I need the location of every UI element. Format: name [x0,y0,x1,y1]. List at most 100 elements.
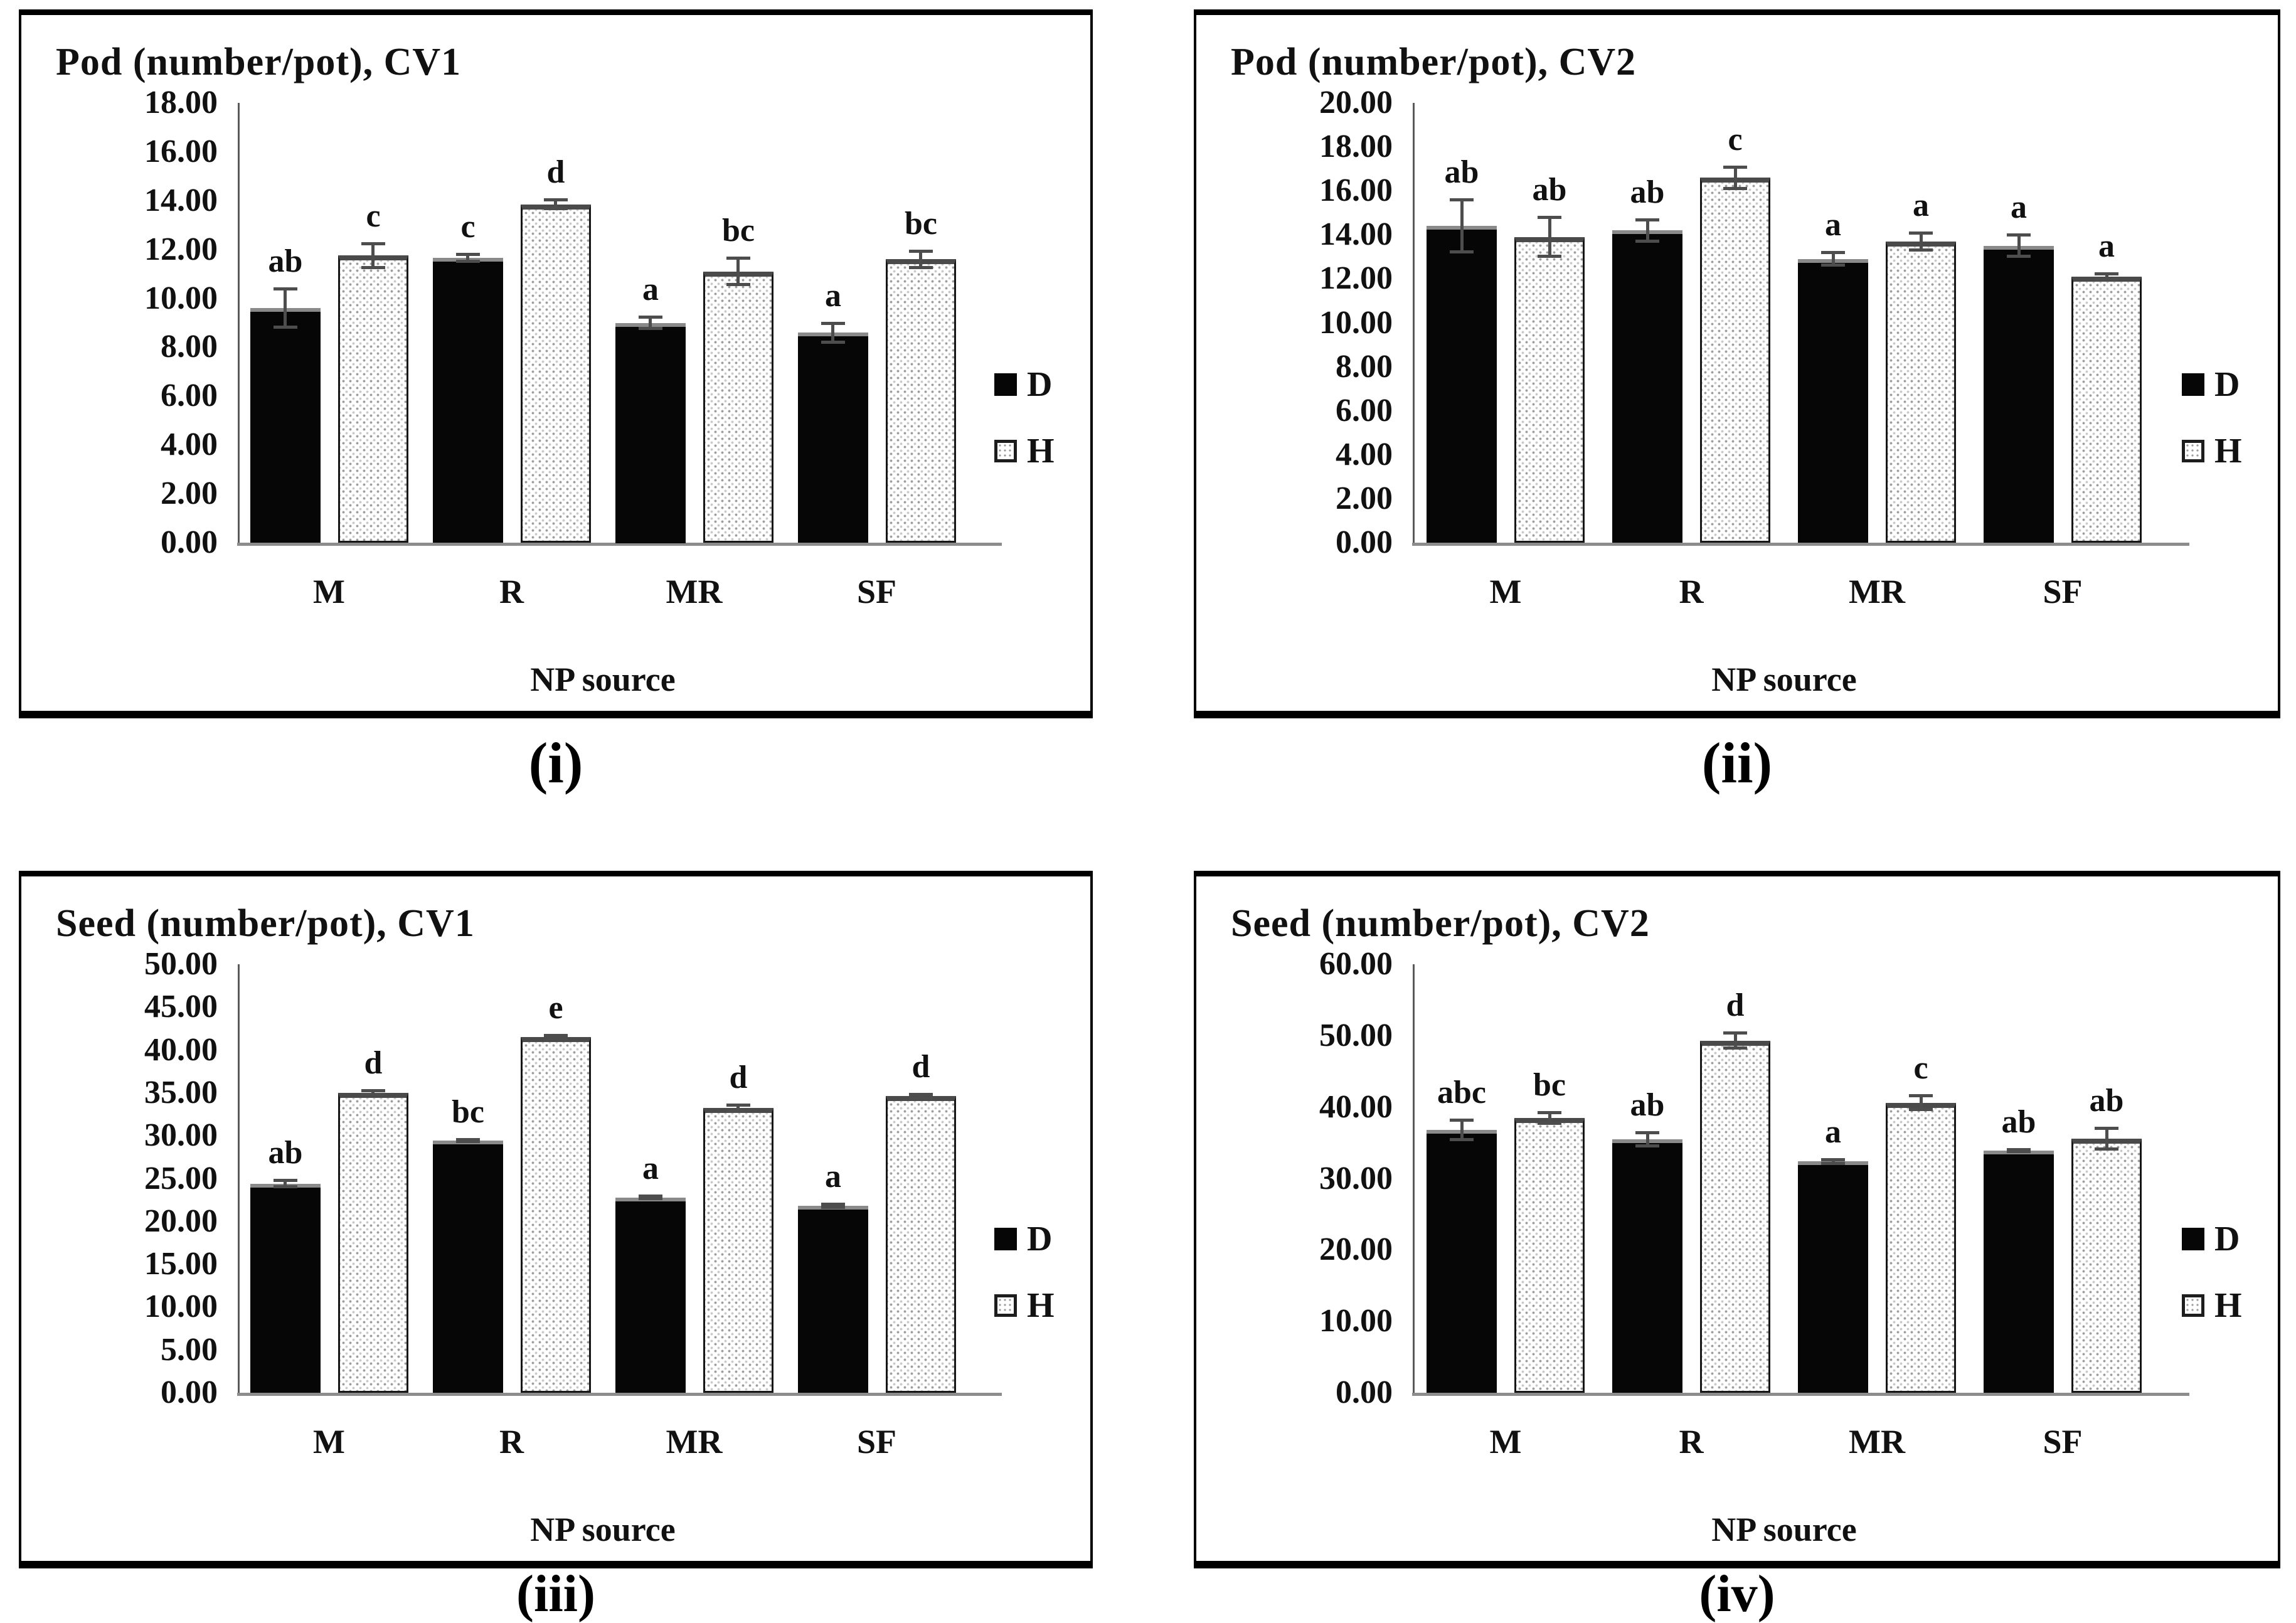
x-axis-line [1412,543,2189,546]
error-bar-cap-bottom [456,260,480,263]
error-bar-cap-bottom [1450,250,1474,253]
error-bar-H-R [1734,1033,1737,1048]
legend-label-D: D [2214,1220,2240,1258]
y-tick-label: 20.00 [1319,1232,1393,1267]
legend-swatch-dotted-h [994,1294,1017,1317]
error-bar-cap-top [1538,1111,1561,1114]
error-bar-H-M [1548,1112,1551,1124]
x-tick-label-R: R [499,573,524,610]
x-axis-line [237,543,1002,546]
significance-letter-H-MR: c [1913,1050,1928,1086]
legend-swatch-dotted-h [2182,440,2204,462]
y-tick-label: 2.00 [161,476,218,511]
significance-letter-D-MR: a [642,272,659,307]
error-bar-cap-bottom [1909,1108,1933,1111]
error-bar-H-MR [736,1105,740,1112]
significance-letter-H-R: e [548,990,563,1026]
error-bar-cap-top [821,1203,845,1206]
error-bar-H-R [1734,167,1737,189]
x-tick-label-MR: MR [666,1423,723,1461]
error-bar-D-R [466,254,469,262]
bar-H-SF [886,259,956,543]
error-bar-cap-bottom [639,1197,662,1200]
error-bar-D-M [284,289,287,327]
legend-label-D: D [1027,1220,1053,1258]
error-bar-cap-bottom [274,1185,297,1188]
y-axis-line [1413,103,1415,543]
error-bar-D-MR [1832,1159,1835,1164]
legend-swatch-dotted-h [2182,1294,2204,1317]
y-tick-label: 12.00 [1319,260,1393,296]
error-bar-H-SF [2105,1128,2108,1149]
error-bar-cap-bottom [726,1110,750,1113]
y-axis-line [1413,964,1415,1393]
legend-item-H: H [994,1288,1055,1323]
x-tick-label-MR: MR [1849,573,1905,610]
error-bar-cap-bottom [2007,255,2031,258]
chart-panel-1: Pod (number/pot), CV1 0.00 2.00 4.00 6.00 8.0… [19,9,1093,718]
chart-panel-2: Pod (number/pot), CV2 0.00 2.00 4.00 6.00 8.0… [1194,9,2280,718]
error-bar-H-R [554,200,557,210]
bar-D-R [1612,230,1682,543]
bar-H-R [521,205,591,543]
y-tick-label: 20.00 [1319,85,1393,120]
error-bar-cap-top [1450,1119,1474,1122]
bar-D-SF [1984,246,2054,543]
error-bar-cap-bottom [1909,248,1933,252]
legend-item-H: H [2182,1288,2242,1323]
x-tick-label-R: R [499,1423,524,1461]
error-bar-cap-top [909,1093,933,1096]
error-bar-cap-top [1909,1094,1933,1097]
error-bar-H-M [371,1090,375,1095]
legend-label-D: D [1027,365,1053,404]
error-bar-cap-top [544,198,568,201]
y-tick-label: 10.00 [1319,1303,1393,1339]
legend-label-H: H [1027,1286,1055,1325]
significance-letter-D-R: ab [1630,174,1665,210]
x-axis-title: NP source [530,1511,676,1548]
y-tick-label: 15.00 [144,1246,218,1282]
error-bar-H-MR [736,258,740,285]
x-tick-label-R: R [1679,1423,1704,1461]
bar-D-SF [798,1206,868,1393]
error-bar-cap-bottom [639,327,662,330]
error-bar-cap-top [1635,1131,1659,1134]
legend-swatch-solid-d [994,1228,1017,1250]
error-bar-cap-bottom [909,266,933,269]
panel-caption-4: (iv) [1699,1565,1775,1623]
y-tick-label: 4.00 [1336,437,1393,472]
significance-letter-H-M: c [366,198,381,234]
bar-D-R [433,1141,503,1393]
legend-item-H: H [994,434,1055,469]
x-axis-line [1412,1393,2189,1396]
significance-letter-D-SF: a [825,278,841,314]
significance-letter-D-R: bc [452,1094,484,1130]
y-tick-label: 45.00 [144,989,218,1024]
x-tick-label-SF: SF [856,573,897,610]
error-bar-cap-top [544,1034,568,1037]
error-bar-cap-bottom [274,326,297,329]
error-bar-cap-top [1450,198,1474,201]
bar-D-M [250,1184,321,1393]
error-bar-H-M [1548,217,1551,257]
error-bar-cap-top [909,250,933,253]
error-bar-D-R [1646,1132,1649,1147]
bar-D-MR [1798,259,1868,543]
bar-D-SF [798,333,868,543]
y-tick-label: 10.00 [144,1289,218,1324]
y-tick-label: 14.00 [1319,216,1393,252]
bar-H-MR [703,272,773,543]
significance-letter-D-M: ab [268,1135,303,1171]
bar-H-MR [1886,242,1956,543]
significance-letter-H-MR: d [729,1060,748,1095]
error-bar-cap-bottom [2007,1150,2031,1153]
chart-panel-3: Seed (number/pot), CV1 0.00 5.00 10.00 15.00… [19,871,1093,1568]
significance-letter-H-M: ab [1532,172,1567,208]
significance-letter-D-R: c [460,209,476,245]
significance-letter-D-M: ab [268,243,303,279]
error-bar-cap-top [456,1138,480,1141]
significance-letter-D-MR: a [1825,1114,1841,1150]
bar-D-M [1427,1130,1497,1393]
error-bar-cap-top [274,1179,297,1182]
chart-title: Seed (number/pot), CV2 [1231,902,1650,945]
